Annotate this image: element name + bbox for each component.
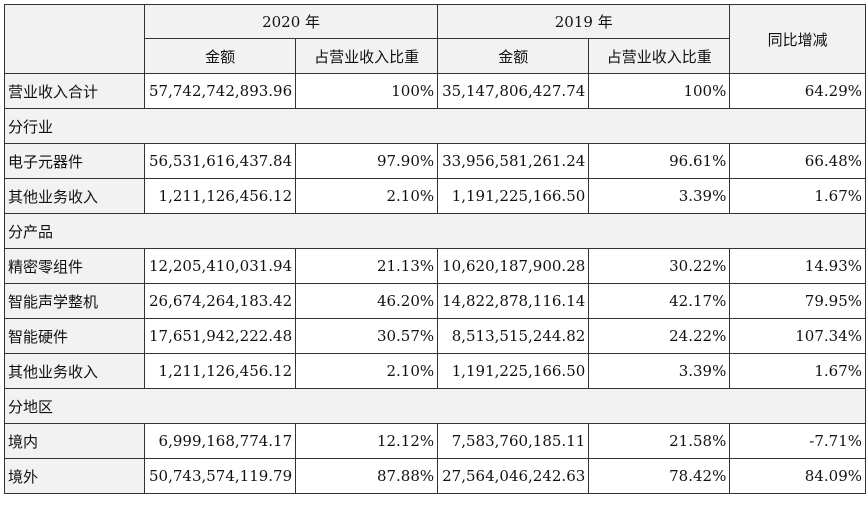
row-label: 精密零组件 [4, 248, 145, 284]
share-2020-cell: 46.20% [295, 283, 439, 319]
share-2019-cell: 3.39% [588, 178, 731, 214]
row-label: 智能硬件 [4, 318, 145, 354]
amount-2020-cell: 57,742,742,893.96 [143, 73, 297, 109]
section-row: 分产品 [4, 213, 866, 249]
row-label: 智能声学整机 [4, 283, 145, 319]
table-row: 其他业务收入 1,211,126,456.12 2.10% 1,191,225,166… [4, 178, 866, 214]
share-2019-cell: 30.22% [588, 248, 731, 284]
header-share-2019: 占营业收入比重 [588, 38, 731, 74]
header-share-2020: 占营业收入比重 [295, 38, 439, 74]
amount-2019-cell: 33,956,581,261.24 [437, 143, 590, 179]
row-label: 营业收入合计 [4, 73, 145, 109]
amount-2020-cell: 26,674,264,183.42 [143, 283, 297, 319]
amount-2020-cell: 17,651,942,222.48 [143, 318, 297, 354]
table-body: 营业收入合计 57,742,742,893.96 100% 35,147,806,42… [4, 73, 866, 494]
share-2019-cell: 96.61% [588, 143, 731, 179]
row-label: 其他业务收入 [4, 178, 145, 214]
yoy-change-cell: 14.93% [729, 248, 866, 284]
yoy-change-cell: 1.67% [729, 353, 866, 389]
amount-2020-cell: 6,999,168,774.17 [143, 423, 297, 459]
header-yoy-change: 同比增减 [729, 4, 866, 74]
section-label: 分行业 [4, 108, 866, 144]
section-row: 分地区 [4, 388, 866, 424]
header-year-2019: 2019 年 [437, 4, 731, 39]
share-2019-cell: 24.22% [588, 318, 731, 354]
yoy-change-cell: 1.67% [729, 178, 866, 214]
section-row: 分行业 [4, 108, 866, 144]
section-label: 分地区 [4, 388, 866, 424]
amount-2019-cell: 27,564,046,242.63 [437, 458, 590, 494]
header-amount-2020: 金额 [143, 38, 297, 74]
amount-2019-cell: 10,620,187,900.28 [437, 248, 590, 284]
table-row: 境外 50,743,574,119.79 87.88% 27,564,046,242.… [4, 458, 866, 494]
header-blank-cell [4, 4, 145, 74]
amount-2019-cell: 35,147,806,427.74 [437, 73, 590, 109]
share-2019-cell: 3.39% [588, 353, 731, 389]
amount-2020-cell: 12,205,410,031.94 [143, 248, 297, 284]
share-2020-cell: 100% [295, 73, 439, 109]
amount-2019-cell: 14,822,878,116.14 [437, 283, 590, 319]
yoy-change-cell: 64.29% [729, 73, 866, 109]
amount-2020-cell: 1,211,126,456.12 [143, 353, 297, 389]
row-label: 电子元器件 [4, 143, 145, 179]
table-row: 精密零组件 12,205,410,031.94 21.13% 10,620,187,9… [4, 248, 866, 284]
table-row: 电子元器件 56,531,616,437.84 97.90% 33,956,581,2… [4, 143, 866, 179]
share-2020-cell: 30.57% [295, 318, 439, 354]
share-2020-cell: 21.13% [295, 248, 439, 284]
share-2019-cell: 78.42% [588, 458, 731, 494]
table-row: 智能硬件 17,651,942,222.48 30.57% 8,513,515,244… [4, 318, 866, 354]
header-row-years: 2020 年 2019 年 同比增减 [4, 4, 866, 74]
yoy-change-cell: -7.71% [729, 423, 866, 459]
table-row: 智能声学整机 26,674,264,183.42 46.20% 14,822,878,… [4, 283, 866, 319]
share-2019-cell: 42.17% [588, 283, 731, 319]
amount-2019-cell: 7,583,760,185.11 [437, 423, 590, 459]
header-row-metrics: 金额 占营业收入比重 金额 占营业收入比重 [5, 38, 866, 74]
yoy-change-cell: 84.09% [729, 458, 866, 494]
share-2020-cell: 2.10% [295, 178, 439, 214]
share-2020-cell: 97.90% [295, 143, 439, 179]
table-row: 境内 6,999,168,774.17 12.12% 7,583,760,185.11… [4, 423, 866, 459]
amount-2019-cell: 8,513,515,244.82 [437, 318, 590, 354]
share-2019-cell: 100% [588, 73, 731, 109]
share-2019-cell: 21.58% [588, 423, 731, 459]
row-label: 其他业务收入 [4, 353, 145, 389]
amount-2020-cell: 50,743,574,119.79 [143, 458, 297, 494]
revenue-table-container: 2020 年 2019 年 同比增减 金额 占营业收入比重 金额 占营业收入比重… [4, 4, 866, 494]
share-2020-cell: 12.12% [295, 423, 439, 459]
table-header: 2020 年 2019 年 同比增减 金额 占营业收入比重 金额 占营业收入比重 [4, 4, 866, 74]
share-2020-cell: 2.10% [295, 353, 439, 389]
section-label: 分产品 [4, 213, 866, 249]
row-label: 境外 [4, 458, 145, 494]
amount-2019-cell: 1,191,225,166.50 [437, 353, 590, 389]
table-row: 营业收入合计 57,742,742,893.96 100% 35,147,806,42… [4, 73, 866, 109]
revenue-composition-table: 2020 年 2019 年 同比增减 金额 占营业收入比重 金额 占营业收入比重… [4, 4, 866, 494]
amount-2020-cell: 1,211,126,456.12 [143, 178, 297, 214]
yoy-change-cell: 79.95% [729, 283, 866, 319]
table-row: 其他业务收入 1,211,126,456.12 2.10% 1,191,225,166… [4, 353, 866, 389]
amount-2019-cell: 1,191,225,166.50 [437, 178, 590, 214]
amount-2020-cell: 56,531,616,437.84 [143, 143, 297, 179]
header-amount-2019: 金额 [437, 38, 590, 74]
header-year-2020: 2020 年 [143, 4, 439, 39]
share-2020-cell: 87.88% [295, 458, 439, 494]
row-label: 境内 [4, 423, 145, 459]
yoy-change-cell: 107.34% [729, 318, 866, 354]
yoy-change-cell: 66.48% [729, 143, 866, 179]
